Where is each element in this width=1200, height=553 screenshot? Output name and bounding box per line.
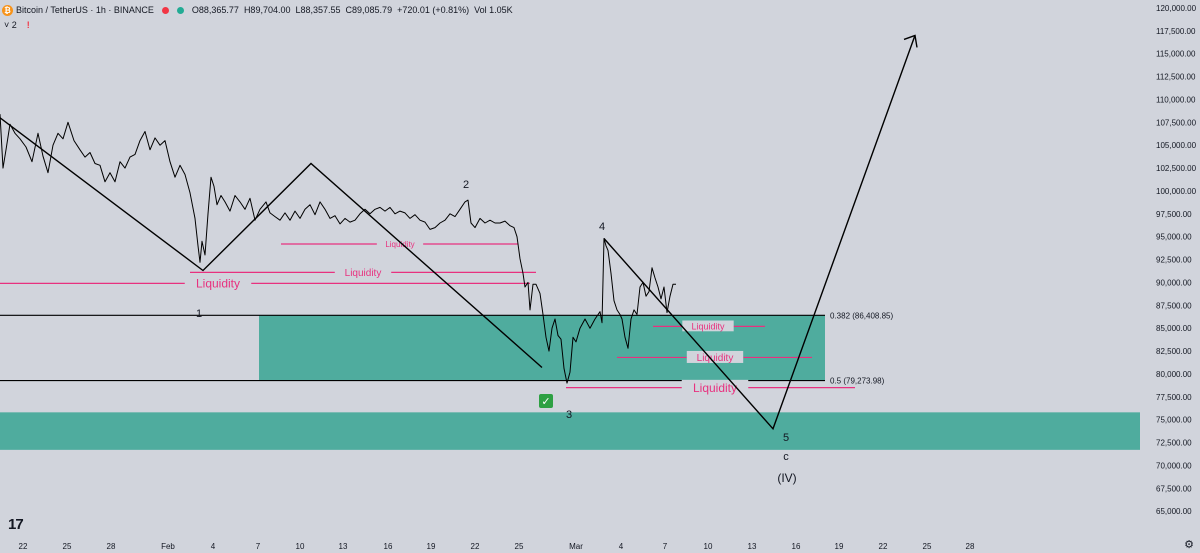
x-axis-tick: 13 [748, 542, 757, 551]
price-series-line [0, 114, 676, 384]
liquidity-label-bg [184, 275, 252, 290]
x-axis-tick: 25 [923, 542, 932, 551]
y-axis-tick: 75,000.00 [1156, 416, 1192, 425]
ohlc-low: L88,357.55 [295, 5, 341, 15]
x-axis-tick: 4 [619, 542, 624, 551]
y-axis-tick: 90,000.00 [1156, 278, 1192, 287]
x-axis-tick: Mar [569, 542, 583, 551]
y-axis-tick: 102,500.00 [1156, 164, 1197, 173]
wave-label: 4 [599, 221, 605, 233]
data-status-dot [176, 6, 184, 14]
ohlc-open: O88,365.77 [191, 5, 239, 15]
ohlc-high: H89,704.00 [243, 5, 291, 15]
liquidity-label: Liquidity [691, 322, 725, 332]
y-axis-tick: 115,000.00 [1156, 50, 1196, 59]
x-axis-tick: 28 [107, 542, 116, 551]
volume: Vol 1.05K [474, 5, 513, 15]
x-axis-tick: 28 [966, 542, 975, 551]
y-axis-tick: 117,500.00 [1156, 27, 1196, 36]
liquidity-label-bg [334, 265, 392, 278]
wave-label: 1 [196, 308, 202, 320]
x-axis-tick: 10 [704, 542, 713, 551]
y-axis-tick: 85,000.00 [1156, 324, 1192, 333]
y-axis-tick: 77,500.00 [1156, 393, 1192, 402]
x-axis-tick: Feb [161, 542, 175, 551]
y-axis-tick: 87,500.00 [1156, 301, 1192, 310]
y-axis-tick: 82,500.00 [1156, 347, 1192, 356]
liquidity-label-bg [681, 379, 749, 395]
fib-level-label: 0.382 (86,408.85) [830, 311, 893, 320]
check-mark-icon: ✓ [541, 395, 550, 408]
y-axis-tick: 92,500.00 [1156, 256, 1192, 265]
liquidity-label-bg [682, 320, 734, 332]
y-axis-tick: 97,500.00 [1156, 210, 1192, 219]
liquidity-label: Liquidity [697, 353, 734, 364]
x-axis-tick: 10 [296, 542, 305, 551]
y-axis-tick: 95,000.00 [1156, 233, 1192, 242]
price-change: +720.01 (+0.81%) [397, 5, 470, 15]
liquidity-label: Liquidity [345, 268, 382, 279]
y-axis-tick: 100,000.00 [1156, 187, 1197, 196]
liquidity-label: Liquidity [196, 277, 240, 291]
ohlc-close: C89,085.79 [345, 5, 393, 15]
x-axis-tick: 22 [879, 542, 888, 551]
x-axis-tick: 19 [427, 542, 436, 551]
wave-label: 3 [566, 409, 572, 421]
demand-zone [259, 315, 825, 381]
wave-label: 5 [783, 432, 789, 444]
bitcoin-icon: ₿ [2, 4, 13, 16]
x-axis-tick: 22 [471, 542, 480, 551]
y-axis-tick: 120,000.00 [1156, 4, 1197, 13]
x-axis-tick: 7 [663, 542, 668, 551]
arrow-head-icon [903, 34, 918, 48]
liquidity-label-bg [686, 350, 744, 363]
demand-zone [0, 412, 1140, 450]
indicator-row: ˅ 2 ! [4, 20, 30, 30]
y-axis-tick: 72,500.00 [1156, 439, 1192, 448]
x-axis-tick: 16 [384, 542, 393, 551]
wave-label: 2 [463, 179, 469, 191]
symbol-title[interactable]: Bitcoin / TetherUS · 1h · BINANCE [16, 5, 154, 15]
warning-icon[interactable]: ! [26, 20, 30, 30]
y-axis-tick: 67,500.00 [1156, 484, 1192, 493]
x-axis-tick: 13 [339, 542, 348, 551]
symbol-header: ₿ Bitcoin / TetherUS · 1h · BINANCE O88,… [0, 0, 518, 20]
y-axis-tick: 107,500.00 [1156, 118, 1197, 127]
wave-label: (IV) [777, 471, 796, 485]
wave-label: c [783, 451, 789, 463]
indicators-toggle[interactable]: ˅ 2 [4, 20, 17, 30]
x-axis-tick: 22 [19, 542, 28, 551]
x-axis-tick: 16 [792, 542, 801, 551]
x-axis-tick: 25 [63, 542, 72, 551]
liquidity-label: Liquidity [385, 240, 414, 249]
wave-projection-line [0, 117, 543, 369]
gear-icon[interactable]: ⚙ [1184, 539, 1194, 551]
market-status-dot [161, 6, 169, 14]
y-axis-tick: 110,000.00 [1156, 95, 1196, 104]
y-axis-tick: 105,000.00 [1156, 141, 1197, 150]
y-axis-tick: 65,000.00 [1156, 507, 1192, 516]
x-axis-tick: 4 [211, 542, 216, 551]
fib-level-label: 0.5 (79,273.98) [830, 377, 885, 386]
check-badge [539, 394, 553, 408]
x-axis-tick: 7 [256, 542, 261, 551]
wave-projection-line [603, 35, 916, 431]
liquidity-label-bg [376, 238, 424, 249]
liquidity-label: Liquidity [693, 381, 737, 395]
y-axis-tick: 112,500.00 [1156, 73, 1196, 82]
x-axis-tick: 19 [835, 542, 844, 551]
x-axis-tick: 25 [515, 542, 524, 551]
y-axis-tick: 80,000.00 [1156, 370, 1192, 379]
y-axis-tick: 70,000.00 [1156, 461, 1192, 470]
tradingview-logo-icon[interactable]: 17 [8, 516, 24, 533]
